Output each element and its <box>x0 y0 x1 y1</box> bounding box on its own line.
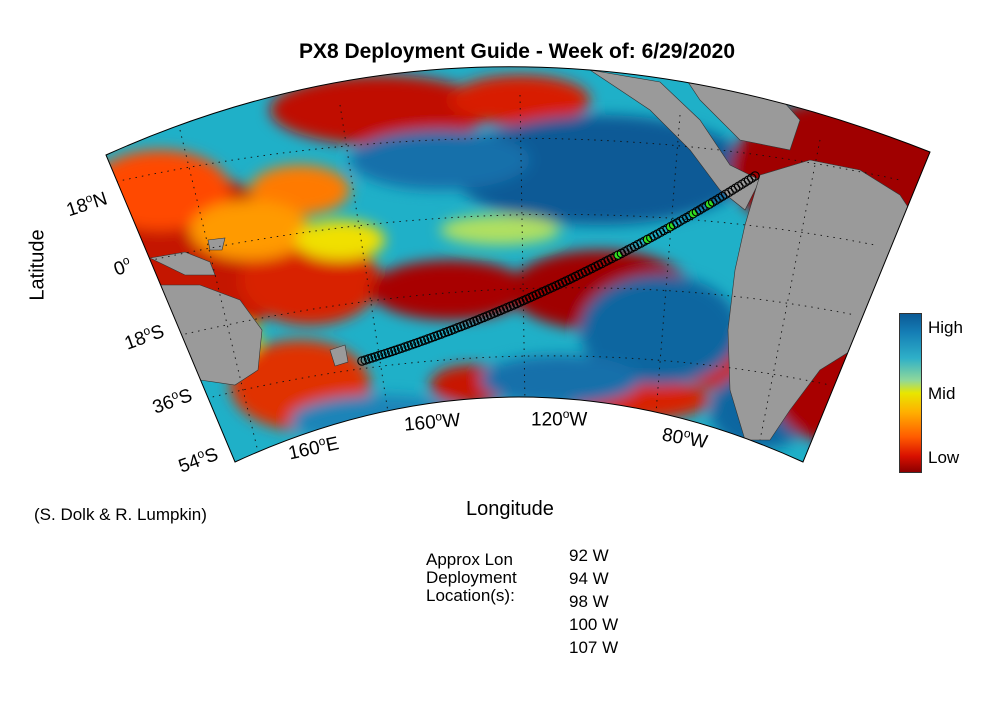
deployment-label-line: Location(s): <box>426 586 515 605</box>
graticule <box>109 94 901 461</box>
colorbar-label-low: Low <box>928 448 960 467</box>
colorbar-label-mid: Mid <box>928 384 956 403</box>
deployment-longitude: 98 W <box>569 592 609 611</box>
x-axis-label: Longitude <box>466 498 554 520</box>
deployment-longitude: 107 W <box>569 638 619 657</box>
page-title: PX8 Deployment Guide - Week of: 6/29/202… <box>298 40 736 63</box>
ship-track <box>357 171 760 366</box>
deployment-longitude: 100 W <box>569 615 619 634</box>
lon-tick-160w: 160oW <box>403 409 462 436</box>
lon-tick-120w: 120oW <box>531 407 588 431</box>
deployment-label: Approx Lon Deployment Location(s): <box>426 551 546 605</box>
colorbar-label-high: High <box>928 318 963 337</box>
map-frame <box>105 66 931 463</box>
deployment-label-line: Approx Lon <box>426 550 513 569</box>
deployment-label-line: Deployment <box>426 568 517 587</box>
credit-text: (S. Dolk & R. Lumpkin) <box>34 505 207 524</box>
deployment-longitude: 94 W <box>569 569 609 588</box>
track-marker <box>750 171 760 181</box>
deployment-longitudes: 92 W 94 W 98 W 100 W 107 W <box>569 544 618 659</box>
colorbar <box>899 313 922 473</box>
y-axis-label: Latitude <box>26 229 49 301</box>
deployment-longitude: 92 W <box>569 546 609 565</box>
